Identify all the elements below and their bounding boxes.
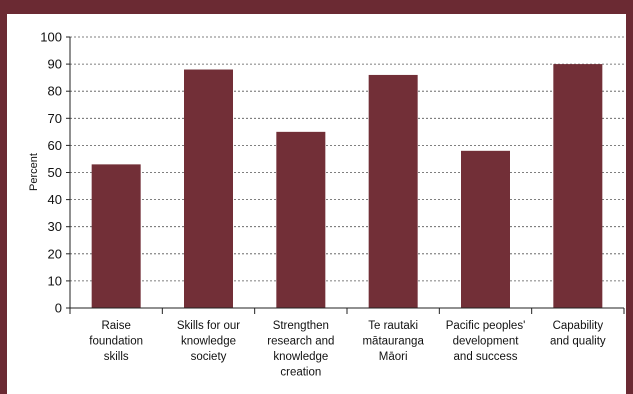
bar bbox=[276, 131, 326, 308]
bar bbox=[368, 74, 418, 308]
x-tick-label-line: Pacific peoples' bbox=[446, 320, 526, 332]
x-tick-label-line: research and bbox=[267, 336, 334, 348]
x-tick-label: Pacific peoples' development and success bbox=[446, 320, 526, 363]
x-tick-label-line: Māori bbox=[379, 351, 408, 363]
x-tick-label-line: creation bbox=[280, 367, 321, 379]
x-tick-label-line: Raise bbox=[101, 320, 130, 332]
y-tick-label: 30 bbox=[48, 219, 62, 234]
axes bbox=[69, 37, 625, 314]
bar bbox=[184, 69, 233, 309]
y-tick-label: 100 bbox=[40, 30, 62, 45]
x-tick-label: Capability and quality bbox=[550, 320, 606, 348]
chart-header-bar bbox=[0, 0, 633, 14]
x-tick-label-line: and quality bbox=[550, 336, 606, 348]
x-tick-label: Skills for our knowledge society bbox=[177, 320, 240, 363]
y-axis-ticks: 0 10 20 30 40 50 60 70 80 90 100 bbox=[40, 30, 70, 316]
x-tick-label-line: society bbox=[191, 351, 227, 363]
x-tick-label-line: development bbox=[453, 336, 520, 348]
y-tick-label: 80 bbox=[48, 84, 62, 99]
gridlines bbox=[70, 36, 624, 282]
y-tick-label: 70 bbox=[48, 111, 62, 126]
x-tick-label-line: skills bbox=[104, 351, 129, 363]
x-tick-label: Te rautaki mātauranga Māori bbox=[362, 320, 424, 363]
x-axis-labels: Raise foundation skills Skills for our knowl… bbox=[89, 308, 606, 379]
x-tick-label-line: Strengthen bbox=[273, 320, 329, 332]
bar bbox=[91, 164, 141, 308]
x-tick-label-line: knowledge bbox=[273, 351, 328, 363]
x-tick-label-line: Capability bbox=[553, 320, 604, 332]
y-axis-title: Percent bbox=[28, 153, 40, 191]
x-tick-label-line: foundation bbox=[89, 336, 143, 348]
x-tick-label-line: knowledge bbox=[181, 336, 236, 348]
x-tick-label: Strengthen research and knowledge creation bbox=[267, 320, 334, 379]
y-tick-label: 40 bbox=[48, 192, 62, 207]
y-tick-label: 60 bbox=[48, 138, 62, 153]
y-tick-label: 0 bbox=[55, 301, 62, 316]
y-tick-label: 20 bbox=[48, 246, 62, 261]
y-tick-label: 90 bbox=[48, 57, 62, 72]
bar bbox=[553, 64, 603, 308]
x-tick-label-line: and success bbox=[454, 351, 518, 363]
bar bbox=[461, 150, 510, 308]
x-tick-label: Raise foundation skills bbox=[89, 320, 143, 363]
x-tick-label-line: Skills for our bbox=[177, 320, 240, 332]
y-tick-label: 10 bbox=[48, 273, 62, 288]
x-tick-label-line: Te rautaki bbox=[368, 320, 418, 332]
bars bbox=[91, 64, 603, 309]
x-tick-label-line: mātauranga bbox=[362, 336, 424, 348]
y-tick-label: 50 bbox=[48, 165, 62, 180]
